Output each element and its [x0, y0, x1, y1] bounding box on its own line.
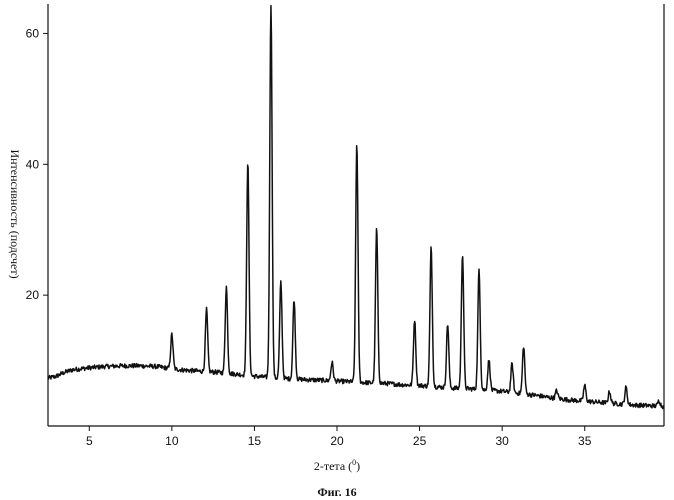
x-tick-label: 15	[248, 434, 262, 448]
x-tick-label: 5	[86, 434, 93, 448]
x-tick-label: 25	[413, 434, 427, 448]
diffraction-pattern-line	[48, 6, 664, 409]
y-tick-label: 40	[26, 157, 40, 171]
y-tick-label: 20	[26, 288, 40, 302]
x-axis-title-main: 2-тета (	[314, 459, 352, 473]
x-ticks: 5 10 15 20 25 30 35	[86, 426, 592, 448]
x-tick-label: 20	[330, 434, 344, 448]
y-axis-title: Интенсивность (подсчет)	[8, 149, 22, 278]
x-tick-label: 30	[495, 434, 509, 448]
y-tick-label: 60	[26, 26, 40, 40]
x-tick-label: 10	[165, 434, 179, 448]
y-ticks: 20 40 60	[26, 26, 48, 302]
x-axis-title: 2-тета (0)	[314, 458, 360, 473]
x-tick-label: 35	[578, 434, 592, 448]
figure-caption: Фиг. 16	[317, 485, 356, 499]
x-axis-title-close: )	[356, 459, 360, 473]
